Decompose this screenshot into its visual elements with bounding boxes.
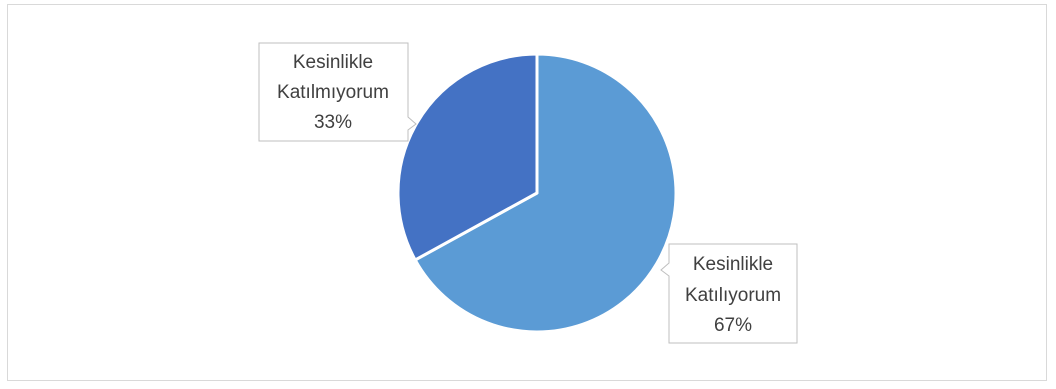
data-label-katiliyorum-percent: 67%	[714, 315, 752, 336]
callout-katilmiyorum: Kesinlikle Katılmıyorum 33%	[258, 42, 417, 142]
callout-katiliyorum: Kesinlikle Katılıyorum 67%	[660, 243, 798, 344]
data-label-katiliyorum-line1: Kesinlikle	[693, 254, 773, 275]
data-label-katilmiyorum-line2: Katılmıyorum	[277, 82, 389, 103]
pie-slice-katilmiyorum	[396, 52, 539, 262]
callout-box-katilmiyorum	[258, 42, 417, 142]
data-label-katiliyorum-line2: Katılıyorum	[685, 285, 781, 306]
pie-slices	[396, 52, 678, 334]
callout-box-katiliyorum	[660, 243, 798, 344]
data-label-katilmiyorum-percent: 33%	[314, 112, 352, 133]
pie-slice-katiliyorum	[413, 52, 678, 334]
data-label-katilmiyorum-line1: Kesinlikle	[293, 52, 373, 73]
